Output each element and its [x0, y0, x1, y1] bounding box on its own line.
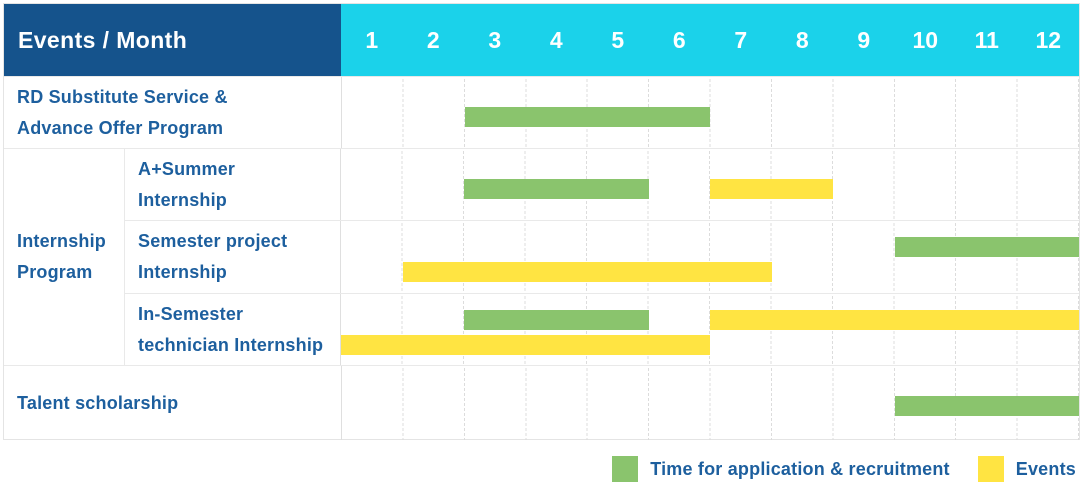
- group-label-internship-program: Internship Program: [4, 149, 125, 365]
- table-header-row: Events / Month 1 2 3 4 5 6 7 8 9 10 11 1…: [4, 4, 1079, 76]
- gantt-bar-green: [894, 396, 1079, 416]
- month-header-8: 8: [795, 26, 809, 53]
- internship-program-group: Internship Program A+Summer Internship S…: [4, 148, 1079, 365]
- legend-item-application-recruitment: Time for application & recruitment: [612, 456, 950, 482]
- gantt-bar-green: [464, 179, 649, 199]
- gantt-bar-yellow: [710, 310, 1079, 330]
- legend-swatch-green: [612, 456, 639, 482]
- month-header-12: 12: [1035, 26, 1062, 53]
- row-label-line: Internship: [138, 189, 228, 210]
- table-row: A+Summer Internship: [125, 149, 1079, 220]
- month-header-3: 3: [488, 26, 502, 53]
- events-month-header-cell: Events / Month: [4, 4, 341, 76]
- month-header-11: 11: [974, 26, 999, 53]
- row-label-line: Advance Offer Program: [17, 117, 224, 138]
- table-row: In-Semester technician Internship: [125, 293, 1079, 365]
- row-label-line: Internship: [138, 262, 228, 282]
- gantt-bar-green: [464, 107, 711, 127]
- month-header-2: 2: [426, 26, 440, 53]
- month-header-6: 6: [672, 26, 686, 53]
- gantt-bar-yellow: [341, 335, 710, 355]
- gantt-bar-green: [464, 310, 649, 330]
- gantt-track-in-semester-technician-internship: [340, 294, 1079, 365]
- row-label-semester-project-internship: Semester project Internship: [125, 221, 340, 293]
- month-header-7: 7: [734, 26, 748, 53]
- gantt-bar-yellow: [402, 262, 772, 282]
- gantt-bar-green: [894, 237, 1079, 257]
- month-header-10: 10: [912, 26, 939, 53]
- group-label-line: Program: [17, 262, 93, 282]
- group-label-line: Internship: [17, 231, 107, 251]
- table-body: RD Substitute Service & Advance Offer Pr…: [4, 76, 1079, 440]
- month-header-9: 9: [857, 26, 871, 53]
- row-label-a-plus-summer-internship: A+Summer Internship: [125, 149, 340, 220]
- month-header-strip: 1 2 3 4 5 6 7 8 9 10 11 12: [341, 4, 1079, 76]
- table-row: Talent scholarship: [4, 365, 1079, 440]
- row-label-line: In-Semester: [138, 303, 244, 324]
- row-label-talent-scholarship: Talent scholarship: [4, 366, 341, 440]
- table-row: RD Substitute Service & Advance Offer Pr…: [4, 76, 1079, 148]
- gantt-bar-yellow: [710, 179, 833, 199]
- group-rows: A+Summer Internship Semester project Int…: [125, 149, 1079, 365]
- row-label-line: RD Substitute Service &: [17, 86, 228, 107]
- gantt-track-semester-project-internship: [340, 221, 1079, 293]
- row-label-rd-substitute-service: RD Substitute Service & Advance Offer Pr…: [4, 77, 341, 148]
- legend-label-application-recruitment: Time for application & recruitment: [650, 458, 950, 479]
- month-header-4: 4: [549, 26, 563, 53]
- row-label-line: technician Internship: [138, 334, 324, 355]
- row-label-line: Semester project: [138, 231, 288, 251]
- table-row: Semester project Internship: [125, 220, 1079, 293]
- legend-label-events: Events: [1015, 458, 1076, 479]
- row-label-in-semester-technician-internship: In-Semester technician Internship: [125, 294, 340, 365]
- month-header-1: 1: [365, 26, 379, 53]
- gantt-table: Events / Month 1 2 3 4 5 6 7 8 9 10 11 1…: [3, 3, 1080, 440]
- gantt-track-talent-scholarship: [341, 366, 1079, 440]
- gantt-track-a-plus-summer-internship: [340, 149, 1079, 220]
- legend-swatch-yellow: [977, 456, 1004, 482]
- row-label-line: A+Summer: [138, 158, 236, 179]
- legend-item-events: Events: [977, 456, 1076, 482]
- gantt-track-rd-substitute-service: [341, 77, 1079, 148]
- row-label-line: Talent scholarship: [17, 392, 179, 413]
- table-title: Events / Month: [18, 26, 188, 53]
- legend: Time for application & recruitment Event…: [612, 456, 1076, 482]
- month-header-5: 5: [611, 26, 625, 53]
